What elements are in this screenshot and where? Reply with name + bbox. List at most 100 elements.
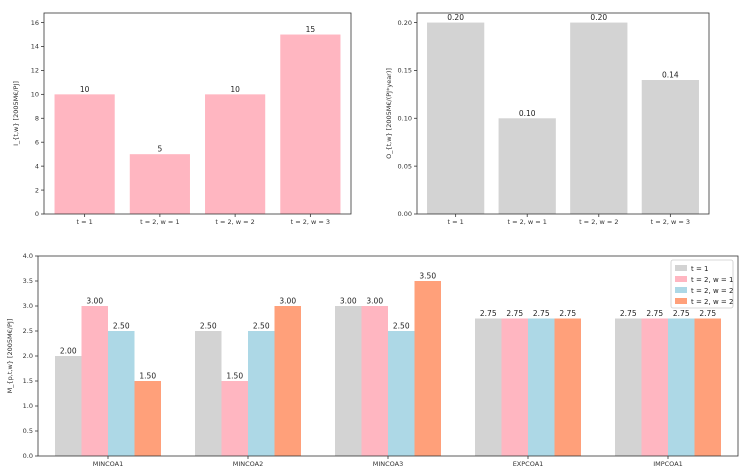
y-tick-label: 0.20 [398,19,412,27]
bar [528,318,555,456]
bar [498,118,556,214]
legend-swatch [675,287,687,293]
y-tick-label: 12 [31,67,39,75]
y-tick-label: 0.00 [398,210,412,218]
bar-value-label: 3.00 [279,297,296,306]
x-tick-label: EXPCOA1 [513,460,544,468]
bar [129,154,190,214]
bar [134,381,161,456]
bar-value-label: 2.75 [646,309,663,318]
y-tick-label: 10 [31,91,39,99]
bar-value-label: 2.50 [253,322,270,331]
operating-cost-chart: 0.00 0.05 0.10 0.15 0.20 O_{t,w} [2005M€/(PJ*… [385,12,710,226]
y-tick-label: 2 [35,186,39,194]
investment-cost-chart: 0 2 4 6 8 10 12 14 16 I_{t,w} [2005M€/PJ] 10 t = 1 5… [12,12,352,226]
bar [641,80,699,214]
bar-value-label: 1.50 [226,372,243,381]
y-tick-label: 3.0 [23,302,33,310]
bar [280,34,341,215]
x-tick-label: t = 2, w = 1 [507,218,546,226]
bar [195,331,222,456]
bar-value-label: 10 [80,85,90,94]
bar [335,306,362,456]
bar-value-label: 0.10 [519,109,536,118]
axes-frame [43,12,352,215]
y-tick-label: 16 [31,19,39,27]
y-tick-label: 0.15 [398,67,412,75]
bar-value-label: 2.50 [393,322,410,331]
x-tick-label: MINCOA1 [93,460,124,468]
bar-value-label: 0.20 [590,13,607,22]
bar-value-label: 0.20 [447,13,464,22]
bar [414,281,441,456]
y-tick-label: 2.5 [23,327,33,335]
bar [54,94,115,214]
y-tick-label: 1.0 [23,402,33,410]
x-tick-label: t = 2, w = 3 [651,218,690,226]
y-tick-label: 14 [31,43,39,51]
legend-swatch [675,298,687,304]
bar-value-label: 2.75 [699,309,716,318]
bar-value-label: 2.50 [200,322,217,331]
bar [570,22,628,215]
y-tick-label: 0.5 [23,427,33,435]
legend-label: t = 2, w = 2 [691,298,733,306]
bar [475,318,502,456]
x-tick-label: MINCOA3 [373,460,404,468]
bar [694,318,721,456]
bar [81,306,108,456]
material-cost-chart: 0.0 0.5 1.0 1.5 2.0 2.5 3.0 3.5 4.0 M_{p,t,w} [20… [6,252,739,468]
legend-swatch [675,265,687,271]
legend: t = 1 t = 2, w = 1 t = 2, w = 2 t = 2, w = … [670,259,734,309]
bar [615,318,642,456]
bar-value-label: 15 [306,25,316,34]
y-tick-label: 6 [35,138,39,146]
bar-value-label: 2.00 [60,347,77,356]
bar-value-label: 2.75 [533,309,550,318]
legend-swatch [675,276,687,282]
bar [361,306,388,456]
y-tick-label: 0.05 [398,162,412,170]
bar-value-label: 3.00 [86,297,103,306]
bar-value-label: 3.00 [340,297,357,306]
legend-label: t = 1 [691,265,709,273]
bar-value-label: 3.50 [419,272,436,281]
x-tick-label: t = 1 [448,218,464,226]
bar-value-label: 2.75 [620,309,637,318]
legend-box [670,259,734,309]
y-tick-label: 8 [35,114,39,122]
bar-value-label: 2.75 [506,309,523,318]
bar-value-label: 0.14 [662,71,679,80]
bar [248,331,275,456]
bar-value-label: 3.00 [366,297,383,306]
x-tick-label: t = 2, w = 1 [140,218,179,226]
y-axis-label: I_{t,w} [2005M€/PJ] [12,81,20,146]
y-tick-label: 0.10 [398,114,412,122]
bar [221,381,248,456]
bar-value-label: 2.75 [673,309,690,318]
bar [55,356,82,456]
bar-value-label: 10 [230,85,240,94]
y-axis-label: O_{t,w} [2005M€/(PJ*year)] [385,68,393,159]
x-tick-label: t = 2, w = 2 [579,218,618,226]
y-tick-label: 4.0 [23,252,33,260]
y-tick-label: 0.0 [23,452,33,460]
bar [427,22,485,215]
bar-value-label: 2.50 [113,322,130,331]
y-tick-label: 3.5 [23,277,33,285]
bar [641,318,668,456]
y-tick-label: 4 [35,162,39,170]
legend-label: t = 2, w = 1 [691,276,733,284]
bar [274,306,301,456]
axes-frame [37,255,739,457]
x-tick-label: t = 2, w = 2 [215,218,254,226]
bar [388,331,415,456]
legend-label: t = 2, w = 2 [691,287,733,295]
bar [205,94,266,214]
bar-value-label: 2.75 [480,309,497,318]
x-tick-label: t = 1 [76,218,92,226]
y-tick-label: 2.0 [23,352,33,360]
bar-value-label: 2.75 [559,309,576,318]
bar [108,331,135,456]
